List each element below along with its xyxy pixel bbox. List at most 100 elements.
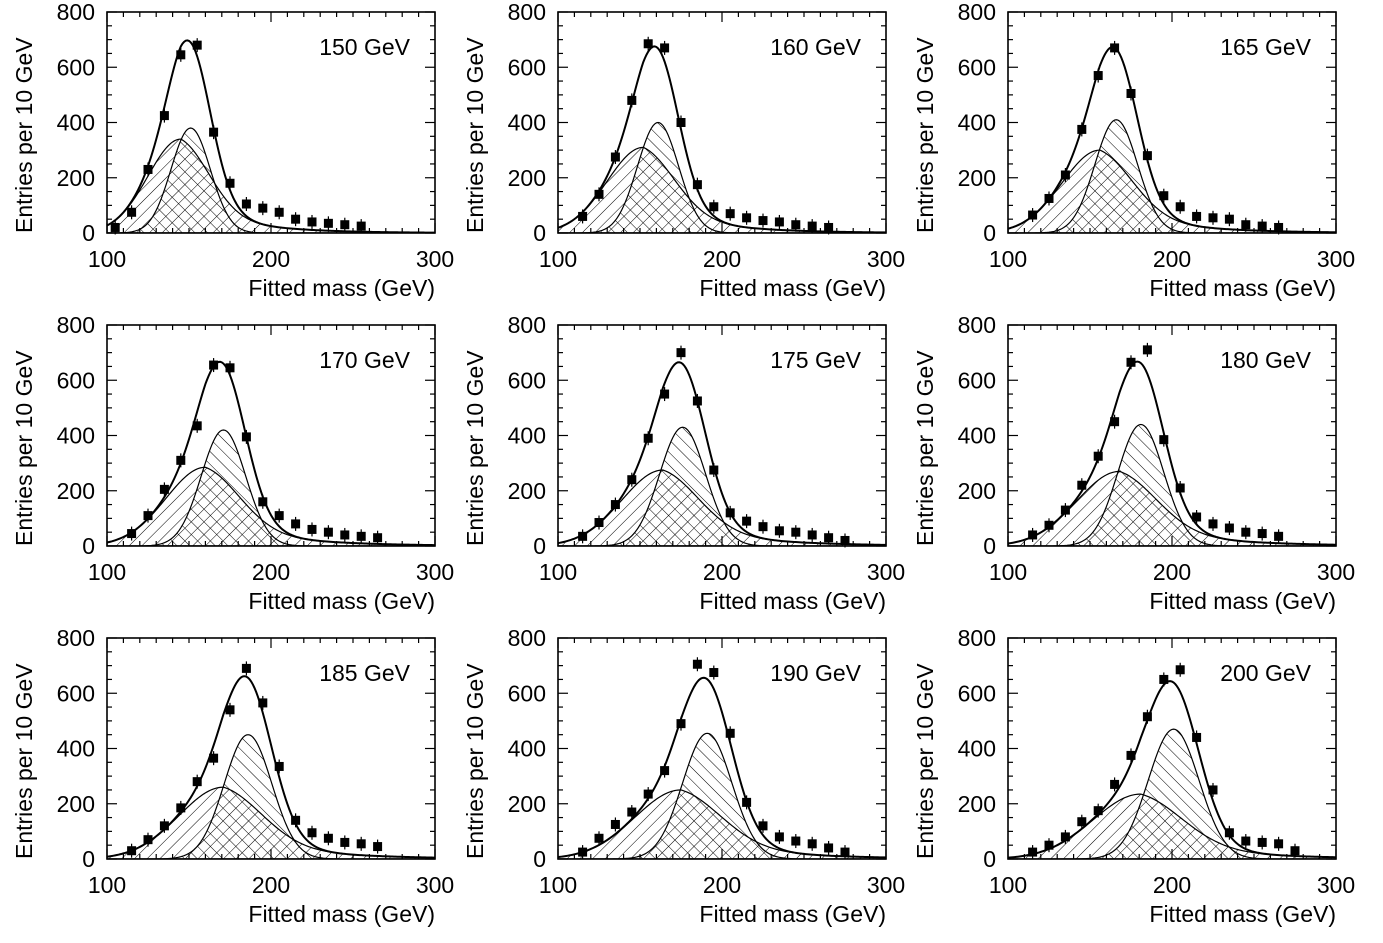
data-point	[127, 529, 137, 539]
x-tick-label: 200	[703, 246, 741, 272]
y-tick-label: 0	[983, 846, 996, 872]
x-tick-label: 300	[867, 246, 905, 272]
x-tick-label: 200	[252, 246, 290, 272]
y-tick-label: 600	[958, 367, 996, 393]
data-point	[1192, 211, 1202, 221]
x-tick-label: 200	[252, 872, 290, 898]
data-point	[627, 475, 637, 485]
data-point	[610, 500, 620, 510]
y-axis-title: Entries per 10 GeV	[11, 350, 37, 546]
data-point	[725, 728, 735, 738]
data-point	[643, 433, 653, 443]
data-point	[1241, 527, 1251, 537]
data-point	[307, 828, 317, 838]
data-point	[192, 421, 202, 431]
y-tick-label: 800	[958, 625, 996, 651]
data-point	[356, 221, 366, 231]
y-axis-title: Entries per 10 GeV	[11, 663, 37, 859]
x-tick-label: 100	[989, 559, 1027, 585]
data-point	[774, 217, 784, 227]
y-tick-label: 600	[508, 367, 546, 393]
data-point	[127, 846, 137, 856]
panel-1: 100 200 300 0 200 400 600 800 Fitted mass (GeV) E…	[11, 0, 454, 301]
y-tick-label: 800	[508, 625, 546, 651]
fit-curve	[1008, 680, 1336, 859]
panel-7: 100 200 300 0 200 400 600 800 Fitted mass (GeV) E…	[11, 625, 454, 927]
mass-label: 175 GeV	[770, 347, 861, 373]
data-point	[1257, 529, 1267, 539]
x-axis-title: Fitted mass (GeV)	[699, 275, 886, 301]
data-point	[1175, 483, 1185, 493]
data-point	[1274, 222, 1284, 232]
y-tick-label: 600	[508, 54, 546, 80]
x-tick-label: 300	[1317, 872, 1355, 898]
y-tick-label: 0	[82, 533, 95, 559]
data-point	[578, 211, 588, 221]
y-axis-title: Entries per 10 GeV	[912, 350, 938, 546]
mass-label: 185 GeV	[319, 660, 410, 686]
y-tick-label: 0	[533, 533, 546, 559]
x-tick-label: 300	[867, 559, 905, 585]
y-tick-label: 0	[983, 220, 996, 246]
data-point	[1060, 832, 1070, 842]
x-tick-label: 100	[989, 872, 1027, 898]
data-point	[1060, 170, 1070, 180]
y-axis-title: Entries per 10 GeV	[11, 37, 37, 233]
y-tick-label: 200	[508, 165, 546, 191]
data-point	[176, 455, 186, 465]
y-axis-title: Entries per 10 GeV	[912, 37, 938, 233]
data-point	[110, 222, 120, 232]
data-point	[594, 189, 604, 199]
y-tick-label: 0	[82, 846, 95, 872]
data-point	[742, 797, 752, 807]
y-tick-label: 200	[958, 165, 996, 191]
data-point	[1274, 839, 1284, 849]
data-point	[356, 531, 366, 541]
y-tick-label: 600	[57, 680, 95, 706]
y-tick-label: 400	[508, 736, 546, 762]
data-point	[578, 847, 588, 857]
data-point	[1159, 435, 1169, 445]
y-tick-label: 800	[508, 0, 546, 25]
data-point	[192, 40, 202, 50]
y-tick-label: 800	[508, 312, 546, 338]
panel-2: 100 200 300 0 200 400 600 800 Fitted mass (GeV) E…	[462, 0, 905, 301]
data-point	[1192, 732, 1202, 742]
data-point	[1110, 43, 1120, 53]
data-point	[143, 164, 153, 174]
data-point	[676, 719, 686, 729]
data-point	[742, 516, 752, 526]
y-axis-title: Entries per 10 GeV	[462, 663, 488, 859]
data-point	[692, 396, 702, 406]
data-point	[241, 199, 251, 209]
data-point	[807, 839, 817, 849]
data-point	[373, 842, 383, 852]
y-tick-label: 800	[958, 0, 996, 25]
data-point	[1175, 202, 1185, 212]
fit-curve	[1008, 360, 1336, 546]
y-tick-label: 800	[57, 625, 95, 651]
data-point	[1142, 712, 1152, 722]
mass-label: 200 GeV	[1220, 660, 1311, 686]
x-axis-title: Fitted mass (GeV)	[699, 901, 886, 927]
data-point	[660, 389, 670, 399]
y-tick-label: 200	[958, 478, 996, 504]
data-point	[241, 432, 251, 442]
data-point	[774, 832, 784, 842]
data-point	[791, 836, 801, 846]
data-point	[824, 533, 834, 543]
panel-4: 100 200 300 0 200 400 600 800 Fitted mass (GeV) E…	[11, 312, 454, 614]
x-tick-label: 100	[88, 246, 126, 272]
data-point	[1126, 357, 1136, 367]
data-point	[1077, 124, 1087, 134]
x-tick-label: 100	[88, 559, 126, 585]
data-point	[274, 761, 284, 771]
data-point	[209, 360, 219, 370]
fit-curve	[558, 676, 886, 859]
fit-curve	[107, 360, 435, 546]
y-tick-label: 800	[958, 312, 996, 338]
data-point	[742, 213, 752, 223]
data-point	[323, 527, 333, 537]
y-tick-label: 400	[958, 736, 996, 762]
